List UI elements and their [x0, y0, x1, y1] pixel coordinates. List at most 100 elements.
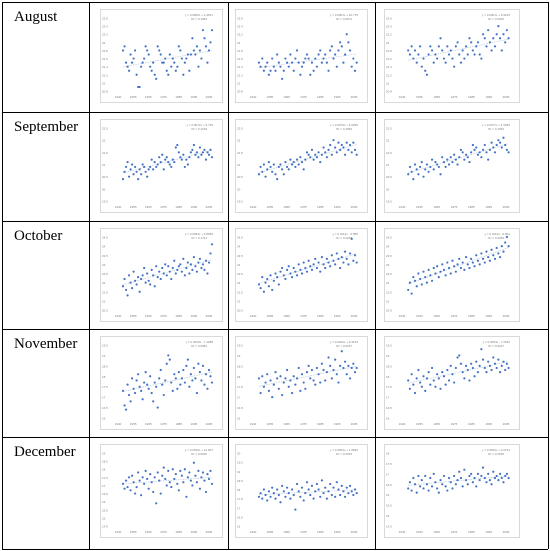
y-tick-label: 22.2	[237, 33, 243, 37]
data-point	[138, 85, 141, 89]
data-point	[324, 266, 327, 270]
data-point	[143, 381, 146, 384]
y-tick-label: 17	[237, 396, 241, 400]
data-point	[198, 257, 202, 260]
data-point	[444, 485, 447, 488]
data-point	[471, 366, 474, 370]
data-point	[419, 45, 422, 48]
data-point	[315, 266, 319, 270]
y-tick-label: 21	[237, 299, 241, 303]
data-point	[189, 263, 192, 266]
data-point	[150, 391, 153, 395]
x-tick-label: 1940	[399, 95, 406, 99]
data-point	[339, 41, 342, 44]
data-point	[261, 170, 264, 173]
data-point	[454, 158, 457, 161]
data-point	[276, 276, 279, 279]
data-point	[176, 387, 179, 390]
data-point	[424, 474, 427, 478]
table-row-border	[2, 221, 548, 222]
data-point	[141, 398, 144, 401]
data-point	[155, 502, 158, 505]
data-point	[173, 160, 176, 164]
data-point	[276, 377, 279, 380]
data-point	[419, 485, 422, 488]
data-point	[459, 266, 463, 270]
data-point	[209, 252, 212, 255]
data-point	[171, 266, 174, 270]
data-point	[269, 274, 272, 277]
scatter-chart-c41: 20 19.5 19 18.5 18 17.5 17 16.5 16 1940 1955 1965 19…	[235, 444, 368, 538]
data-point	[182, 368, 185, 372]
data-point	[348, 377, 352, 380]
data-point	[210, 243, 214, 246]
data-point	[132, 57, 135, 60]
data-point	[442, 474, 446, 478]
y-tick-label: 16.5	[386, 406, 392, 410]
y-tick-label: 22	[237, 281, 241, 285]
data-point	[504, 474, 507, 478]
trend-equation: y = 0.0077x + 4.5084	[482, 123, 511, 127]
data-point	[334, 53, 337, 56]
data-point	[492, 470, 495, 473]
data-point	[297, 163, 300, 166]
data-point	[173, 477, 176, 481]
data-point	[299, 268, 302, 271]
data-point	[200, 57, 203, 60]
data-point	[410, 170, 413, 173]
data-point	[422, 57, 425, 60]
data-point	[266, 61, 269, 64]
data-point	[329, 482, 332, 486]
data-point	[461, 151, 464, 154]
data-point	[475, 254, 478, 257]
data-point	[334, 146, 337, 149]
data-point	[453, 65, 456, 68]
data-point	[475, 45, 478, 48]
data-point	[271, 170, 274, 173]
data-point	[165, 362, 168, 365]
data-point	[337, 381, 340, 384]
x-tick-label: 1975	[451, 314, 458, 318]
data-point	[149, 283, 152, 286]
data-point	[473, 265, 476, 268]
x-tick-label: 1955	[266, 422, 273, 426]
x-tick-label: 1995	[485, 422, 492, 426]
data-point	[505, 29, 508, 32]
x-tick-label: 1995	[190, 530, 197, 534]
data-point	[149, 472, 152, 476]
data-point	[134, 492, 137, 495]
x-tick-label: 1995	[485, 314, 492, 318]
data-point	[173, 61, 176, 64]
data-point	[286, 486, 289, 489]
data-point	[427, 268, 430, 271]
x-tick-label: 1995	[485, 95, 492, 99]
chart-frame	[235, 9, 368, 103]
y-tick-label: 16.5	[386, 483, 392, 487]
y-tick-label: 16	[237, 525, 241, 529]
data-point	[470, 151, 473, 154]
data-point	[186, 53, 189, 56]
data-point	[124, 165, 128, 169]
data-point	[429, 274, 432, 277]
data-point	[322, 57, 325, 60]
data-point	[337, 257, 340, 260]
data-point	[420, 385, 423, 388]
data-point	[415, 61, 418, 64]
data-point	[442, 160, 446, 164]
data-point	[451, 160, 454, 164]
data-point	[476, 41, 480, 44]
data-point	[446, 158, 449, 161]
x-tick-label: 1995	[334, 314, 341, 318]
data-point	[158, 156, 161, 159]
x-tick-label: 1995	[334, 95, 341, 99]
data-point	[168, 481, 171, 484]
x-tick-label: 1955	[416, 530, 423, 534]
data-point	[413, 483, 417, 486]
data-point	[304, 492, 307, 495]
trend-equation: y = 0.0016x + 14.607	[185, 448, 214, 452]
data-point	[289, 53, 292, 56]
data-point	[507, 366, 510, 370]
y-tick-label: 21.5	[386, 290, 392, 294]
data-point	[289, 158, 292, 161]
x-tick-label: 1995	[190, 205, 197, 209]
